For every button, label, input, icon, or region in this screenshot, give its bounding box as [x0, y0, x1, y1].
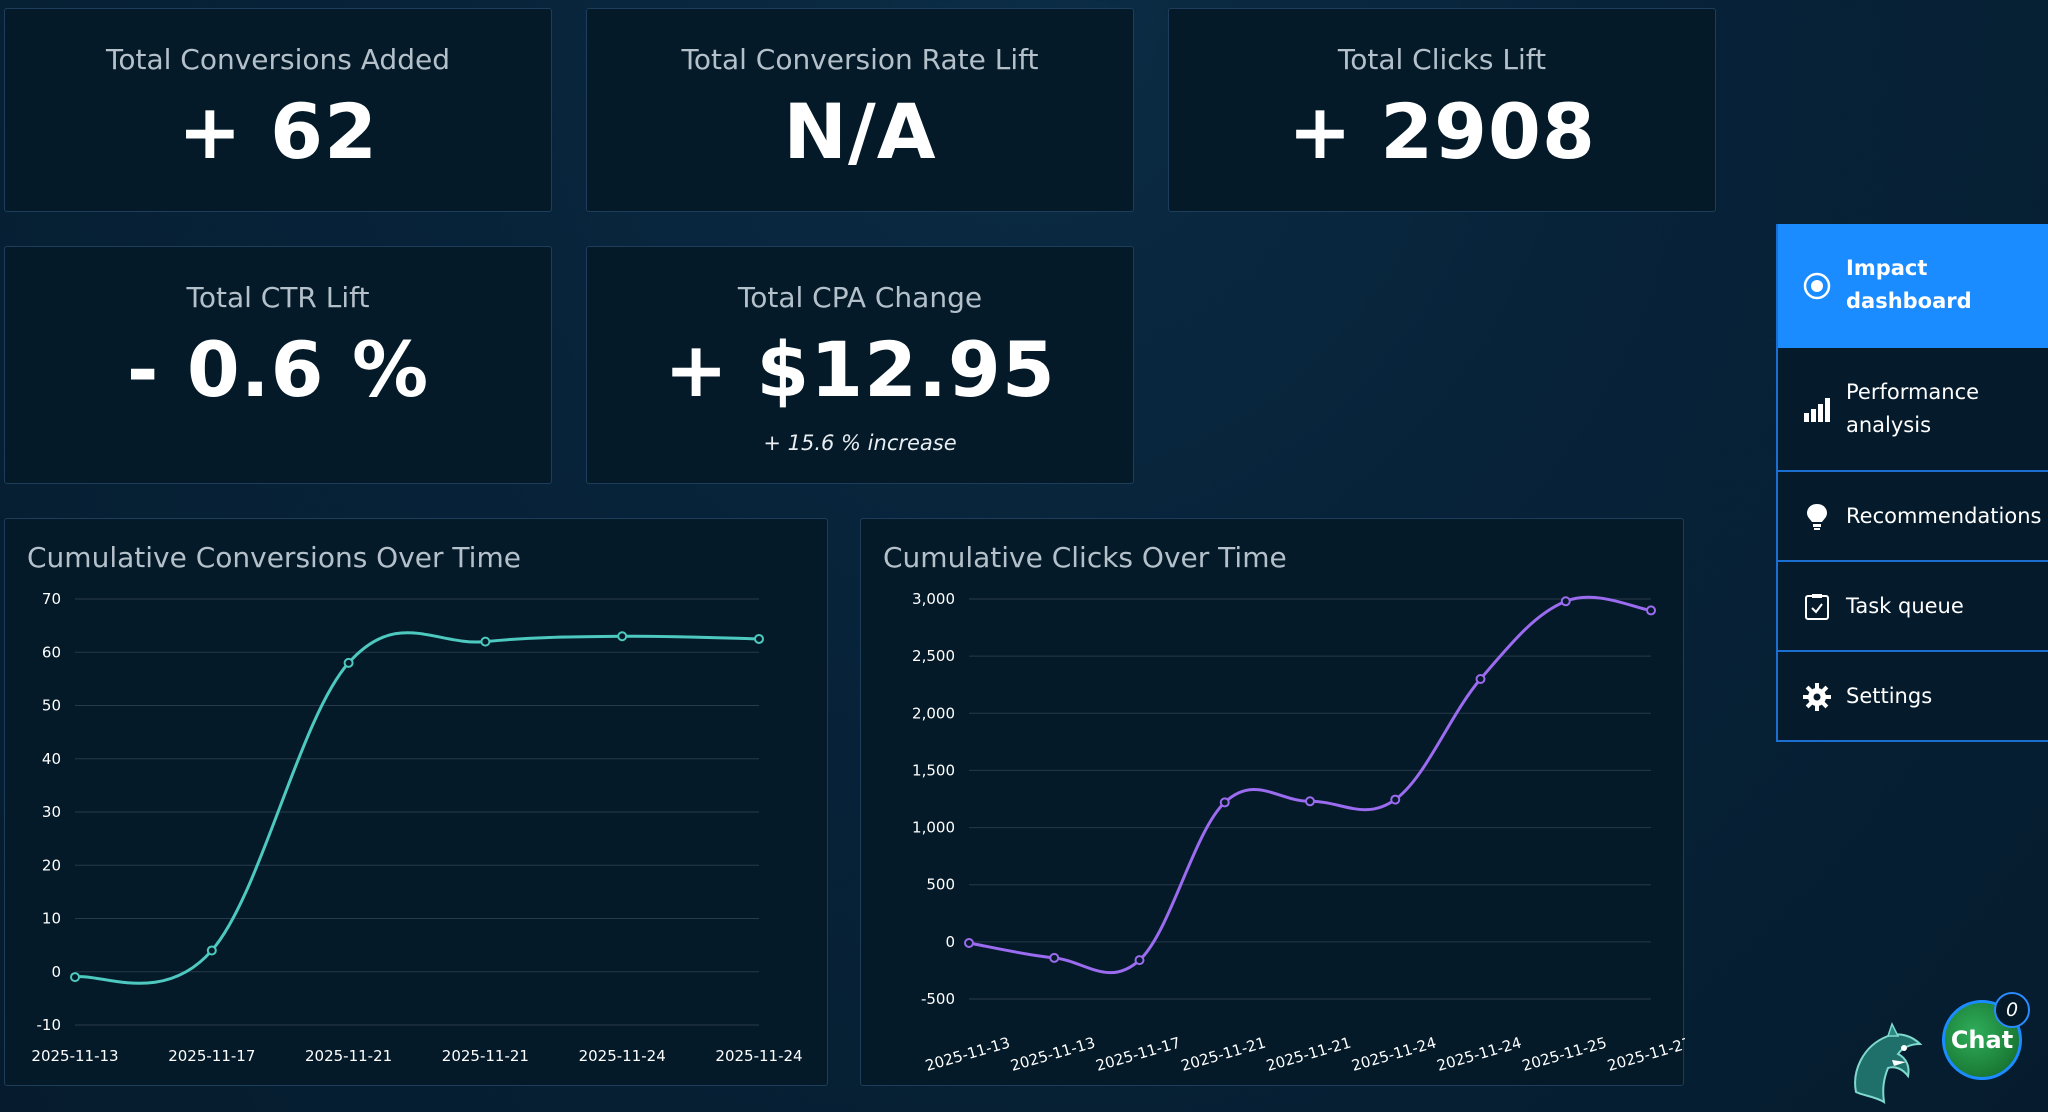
data-point[interactable] — [754, 633, 764, 644]
kpi-value: + $12.95 — [664, 325, 1056, 414]
kpi-value: N/A — [783, 87, 937, 176]
checklist-icon — [1805, 594, 1829, 620]
bar-chart-icon — [1804, 398, 1830, 422]
kpi-card-conversion-rate-lift: Total Conversion Rate Lift N/A — [586, 8, 1134, 212]
x-tick-label: 2025-11-21 — [442, 1047, 529, 1065]
chat-unread-badge: 0 — [1994, 992, 2030, 1028]
kpi-value: + 62 — [178, 87, 378, 176]
data-point[interactable] — [1305, 796, 1315, 807]
y-tick-label: -500 — [921, 990, 955, 1008]
data-point[interactable] — [1560, 596, 1571, 607]
data-point[interactable] — [70, 972, 80, 983]
x-tick-label: 2025-11-25 — [1520, 1034, 1609, 1075]
kpi-value: + 2908 — [1288, 87, 1596, 176]
conversions-chart-panel: Cumulative Conversions Over Time 70 60 50 4… — [4, 518, 828, 1086]
chart-title: Cumulative Clicks Over Time — [883, 541, 1287, 574]
y-tick-label: 1,500 — [912, 761, 955, 779]
y-tick-label: 0 — [51, 963, 61, 981]
kpi-label: Total Conversion Rate Lift — [681, 43, 1039, 76]
series-line — [968, 595, 1652, 975]
nav-item-performance-analysis[interactable]: Performance analysis — [1778, 348, 2048, 472]
x-tick-label: 2025-11-17 — [1094, 1034, 1183, 1075]
nav-item-label: Settings — [1846, 684, 1933, 708]
kpi-label: Total Conversions Added — [106, 43, 450, 76]
data-point[interactable] — [343, 657, 354, 668]
x-tick-label: 2025-11-27 — [1605, 1034, 1685, 1075]
x-tick-label: 2025-11-24 — [579, 1047, 666, 1065]
lightbulb-icon — [1807, 504, 1827, 530]
data-point[interactable] — [1475, 674, 1486, 684]
chart-title: Cumulative Conversions Over Time — [27, 541, 521, 574]
gear-icon — [1803, 683, 1831, 711]
y-tick-label: 1,000 — [912, 819, 955, 837]
nav-item-recommendations[interactable]: Recommendations — [1778, 472, 2048, 562]
shark-mascot-icon — [1854, 1022, 1923, 1104]
x-tick-label: 2025-11-24 — [715, 1047, 802, 1065]
y-tick-label: 30 — [42, 803, 61, 821]
y-tick-label: 60 — [42, 643, 61, 661]
x-tick-label: 2025-11-24 — [1435, 1034, 1524, 1075]
x-tick-label: 2025-11-21 — [1179, 1034, 1268, 1075]
kpi-card-cpa-change: Total CPA Change + $12.95 + 15.6 % incre… — [586, 246, 1134, 484]
kpi-subtext: + 15.6 % increase — [763, 431, 957, 455]
nav-item-label: Task queue — [1846, 594, 1964, 618]
clicks-chart-panel: Cumulative Clicks Over Time 3,000 2,500 2,… — [860, 518, 1685, 1086]
data-point[interactable] — [480, 636, 491, 647]
x-tick-label: 2025-11-17 — [168, 1047, 255, 1065]
side-nav: Impact dashboard Performance analysis Re… — [1776, 224, 2048, 742]
x-tick-label: 2025-11-13 — [31, 1047, 118, 1065]
y-tick-label: 50 — [42, 697, 61, 715]
data-point[interactable] — [617, 631, 628, 642]
nav-item-task-queue[interactable]: Task queue — [1778, 562, 2048, 652]
nav-item-label: Impact dashboard — [1846, 256, 1972, 313]
x-tick-label: 2025-11-13 — [1008, 1034, 1097, 1075]
y-tick-label: 70 — [42, 590, 61, 608]
data-point[interactable] — [1646, 605, 1656, 616]
x-tick-label: 2025-11-24 — [1349, 1034, 1438, 1075]
x-tick-label: 2025-11-21 — [1264, 1034, 1353, 1075]
kpi-card-clicks-lift: Total Clicks Lift + 2908 — [1168, 8, 1716, 212]
x-tick-label: 2025-11-21 — [305, 1047, 392, 1065]
nav-item-impact-dashboard[interactable]: Impact dashboard — [1778, 224, 2048, 348]
data-point[interactable] — [964, 938, 974, 948]
y-tick-label: 0 — [945, 933, 955, 951]
y-tick-label: -10 — [37, 1016, 62, 1034]
data-point[interactable] — [1049, 952, 1060, 963]
data-point[interactable] — [206, 945, 217, 956]
y-tick-label: 3,000 — [912, 590, 955, 608]
series-line — [74, 631, 760, 985]
nav-item-settings[interactable]: Settings — [1778, 652, 2048, 742]
conversions-line-chart: 70 60 50 40 30 20 10 0 -10 2025-11-13 2025-11-17 20… — [31, 590, 802, 1065]
y-tick-label: 500 — [926, 876, 955, 894]
kpi-value: - 0.6 % — [126, 325, 430, 414]
y-tick-label: 2,500 — [912, 647, 955, 665]
kpi-label: Total CPA Change — [737, 281, 983, 314]
data-point[interactable] — [1390, 794, 1401, 805]
y-tick-label: 20 — [42, 856, 61, 874]
nav-item-label: Performance analysis — [1846, 380, 1980, 437]
kpi-label: Total Clicks Lift — [1337, 43, 1547, 76]
data-point[interactable] — [1219, 797, 1230, 808]
y-tick-label: 2,000 — [912, 704, 955, 722]
y-tick-label: 10 — [42, 910, 61, 928]
kpi-card-ctr-lift: Total CTR Lift - 0.6 % — [4, 246, 552, 484]
kpi-label: Total CTR Lift — [186, 281, 370, 314]
clicks-line-chart: 3,000 2,500 2,000 1,500 1,000 500 0 -500 2025-11… — [912, 590, 1685, 1075]
x-tick-label: 2025-11-13 — [923, 1034, 1012, 1075]
data-point[interactable] — [1134, 955, 1145, 966]
y-tick-label: 40 — [42, 750, 61, 768]
kpi-card-conversions-added: Total Conversions Added + 62 — [4, 8, 552, 212]
target-icon — [1803, 272, 1831, 300]
nav-item-label: Recommendations — [1846, 504, 2042, 528]
